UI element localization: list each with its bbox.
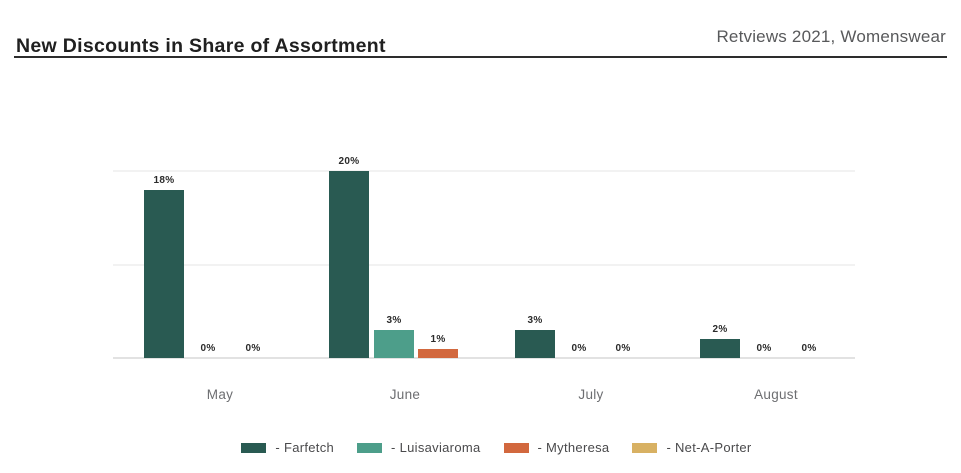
legend-swatch-luisaviaroma (357, 442, 383, 453)
value-label-luisaviaroma-june: 3% (386, 315, 402, 326)
value-label-luisaviaroma-july: 0% (571, 343, 587, 354)
month-label-june: June (389, 387, 421, 402)
x-axis-line (113, 357, 855, 359)
bar-farfetch-june (329, 171, 369, 358)
legend: - Farfetch - Luisaviaroma - Mytheresa - Net… (16, 440, 961, 455)
bar-luisaviaroma-june (374, 330, 414, 358)
value-label-luisaviaroma-august: 0% (756, 343, 772, 354)
value-label-mytheresa-july: 0% (615, 343, 631, 354)
source-label: Retviews 2021, Womenswear (716, 27, 946, 46)
legend-swatch-mytheresa (503, 442, 529, 453)
gridline-20pct (113, 170, 855, 172)
month-label-july: July (578, 387, 604, 402)
gridline-10pct (113, 264, 855, 266)
chart-title: New Discounts in Share of Assortment (16, 35, 386, 58)
legend-label-luisaviaroma: - Luisaviaroma (391, 440, 481, 455)
legend-item-mytheresa: - Mytheresa (503, 440, 610, 455)
value-label-farfetch-may: 18% (153, 175, 175, 186)
legend-item-luisaviaroma: - Luisaviaroma (357, 440, 480, 455)
value-label-farfetch-july: 3% (527, 315, 543, 326)
value-label-mytheresa-june: 1% (430, 334, 446, 345)
legend-item-farfetch: - Farfetch (241, 440, 334, 455)
legend-label-farfetch: - Farfetch (275, 440, 335, 455)
value-label-farfetch-august: 2% (712, 324, 728, 335)
bar-farfetch-august (700, 339, 740, 358)
legend-label-mytheresa: - Mytheresa (537, 440, 610, 455)
bar-farfetch-july (515, 330, 555, 358)
legend-label-net-a-porter: - Net-A-Porter (666, 440, 752, 455)
legend-swatch-farfetch (241, 442, 267, 453)
month-label-may: May (206, 387, 234, 402)
bar-mytheresa-june (418, 349, 458, 358)
value-label-mytheresa-august: 0% (801, 343, 817, 354)
value-label-farfetch-june: 20% (338, 156, 360, 167)
bar-farfetch-may (144, 190, 184, 358)
value-label-luisaviaroma-may: 0% (200, 343, 216, 354)
legend-item-net-a-porter: - Net-A-Porter (632, 440, 751, 455)
legend-swatch-net-a-porter (632, 442, 658, 453)
month-label-august: August (754, 387, 798, 402)
header-divider (14, 56, 947, 58)
value-label-mytheresa-may: 0% (245, 343, 261, 354)
